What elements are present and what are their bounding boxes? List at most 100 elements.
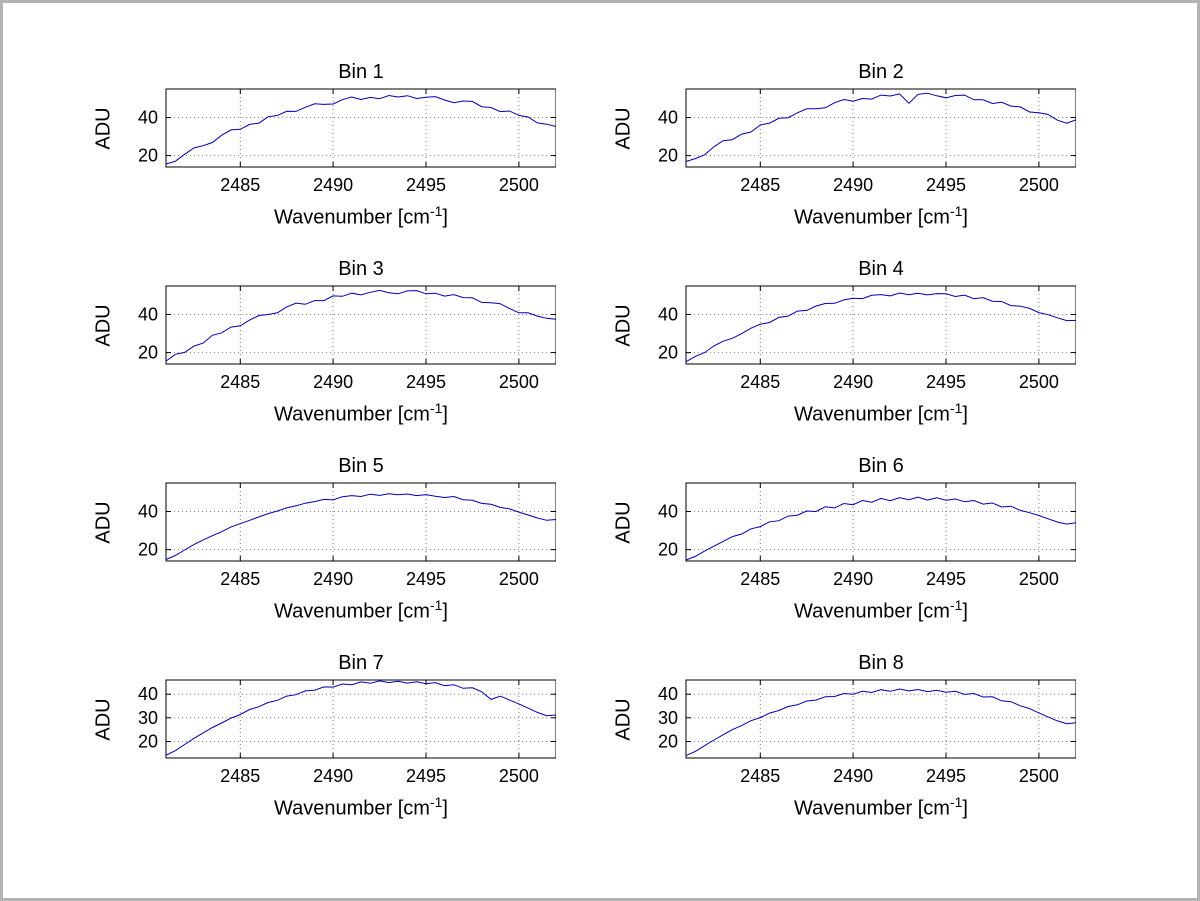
x-axis-label-superscript: -1: [429, 203, 443, 219]
x-axis-label-close: ]: [962, 797, 968, 820]
x-axis-label-text: Wavenumber [cm: [794, 600, 950, 623]
x-axis-label-close: ]: [442, 206, 448, 229]
svg-text:2490: 2490: [833, 569, 873, 589]
plot-title: Bin 8: [858, 652, 904, 674]
svg-text:40: 40: [658, 108, 678, 128]
x-axis-label-text: Wavenumber [cm: [794, 206, 950, 229]
svg-text:2500: 2500: [1019, 569, 1059, 589]
svg-text:2500: 2500: [499, 372, 539, 392]
x-axis-label: Wavenumber [cm-1]: [686, 203, 1076, 229]
x-axis-label-text: Wavenumber [cm: [794, 797, 950, 820]
x-axis-label-close: ]: [442, 797, 448, 820]
plot-area-bin-2: 20 40 2485 2490 2495 2500: [658, 88, 1076, 195]
subplot-bin-7: Bin 7 ADU 20 30 40 2485 2490 2495 2500 Wavenum…: [36, 652, 556, 849]
x-axis-label-close: ]: [962, 600, 968, 623]
svg-text:20: 20: [658, 146, 678, 166]
subplot-bin-3: Bin 3 ADU 20 40 2485 2490 2495 2500 Wavenumbe…: [36, 258, 556, 455]
plot-title: Bin 7: [338, 652, 384, 674]
x-axis-label-text: Wavenumber [cm: [794, 403, 950, 426]
plot-area-bin-3: 20 40 2485 2490 2495 2500: [138, 285, 556, 392]
svg-text:2485: 2485: [220, 569, 260, 589]
svg-text:2485: 2485: [740, 175, 780, 195]
subplot-bin-5: Bin 5 ADU 20 40 2485 2490 2495 2500 Wavenumbe…: [36, 455, 556, 652]
x-axis-label: Wavenumber [cm-1]: [166, 597, 556, 623]
svg-text:2495: 2495: [926, 766, 966, 786]
svg-text:40: 40: [138, 502, 158, 522]
x-axis-label: Wavenumber [cm-1]: [166, 400, 556, 426]
svg-text:2495: 2495: [926, 175, 966, 195]
x-axis-label-superscript: -1: [949, 794, 963, 810]
svg-text:2490: 2490: [313, 175, 353, 195]
svg-text:30: 30: [138, 708, 158, 728]
svg-text:2490: 2490: [833, 766, 873, 786]
plot-area-bin-4: 20 40 2485 2490 2495 2500: [658, 285, 1076, 392]
plot-title: Bin 3: [338, 258, 384, 280]
svg-text:20: 20: [138, 540, 158, 560]
svg-text:20: 20: [658, 343, 678, 363]
x-axis-label-text: Wavenumber [cm: [274, 600, 430, 623]
x-axis-label-superscript: -1: [949, 203, 963, 219]
svg-text:2490: 2490: [833, 175, 873, 195]
plot-area-bin-7: 20 30 40 2485 2490 2495 2500: [138, 679, 556, 786]
svg-text:2500: 2500: [1019, 372, 1059, 392]
x-axis-label-superscript: -1: [429, 400, 443, 416]
svg-text:2495: 2495: [406, 569, 446, 589]
svg-text:2485: 2485: [740, 372, 780, 392]
svg-text:2490: 2490: [313, 766, 353, 786]
svg-text:2485: 2485: [220, 372, 260, 392]
x-axis-label-text: Wavenumber [cm: [274, 206, 430, 229]
x-axis-label-superscript: -1: [949, 400, 963, 416]
x-axis-label-superscript: -1: [429, 597, 443, 613]
svg-text:2485: 2485: [220, 766, 260, 786]
plot-title: Bin 4: [858, 258, 904, 280]
plot-title: Bin 2: [858, 61, 904, 83]
x-axis-label-close: ]: [962, 403, 968, 426]
svg-text:2485: 2485: [220, 175, 260, 195]
svg-text:2495: 2495: [406, 372, 446, 392]
subplot-bin-1: Bin 1 ADU 20 40 2485 2490 2495 2500 Wavenumbe…: [36, 61, 556, 258]
subplot-bin-6: Bin 6 ADU 20 40 2485 2490 2495 2500 Wavenumbe…: [556, 455, 1076, 652]
svg-text:2495: 2495: [926, 372, 966, 392]
x-axis-label: Wavenumber [cm-1]: [686, 597, 1076, 623]
x-axis-label-superscript: -1: [949, 597, 963, 613]
svg-text:2495: 2495: [926, 569, 966, 589]
x-axis-label-text: Wavenumber [cm: [274, 797, 430, 820]
svg-text:2500: 2500: [499, 569, 539, 589]
subplot-bin-8: Bin 8 ADU 20 30 40 2485 2490 2495 2500 Wavenum…: [556, 652, 1076, 849]
plot-title: Bin 5: [338, 455, 384, 477]
svg-text:2500: 2500: [1019, 175, 1059, 195]
x-axis-label-text: Wavenumber [cm: [274, 403, 430, 426]
svg-text:20: 20: [138, 732, 158, 752]
x-axis-label-superscript: -1: [429, 794, 443, 810]
subplot-bin-4: Bin 4 ADU 20 40 2485 2490 2495 2500 Wavenumbe…: [556, 258, 1076, 455]
svg-text:2485: 2485: [740, 766, 780, 786]
svg-text:2490: 2490: [313, 569, 353, 589]
svg-text:2500: 2500: [499, 766, 539, 786]
svg-text:30: 30: [658, 708, 678, 728]
svg-text:40: 40: [658, 305, 678, 325]
svg-text:2495: 2495: [406, 175, 446, 195]
x-axis-label-close: ]: [962, 206, 968, 229]
plot-area-bin-8: 20 30 40 2485 2490 2495 2500: [658, 679, 1076, 786]
svg-text:2490: 2490: [833, 372, 873, 392]
x-axis-label-close: ]: [442, 600, 448, 623]
x-axis-label: Wavenumber [cm-1]: [686, 794, 1076, 820]
svg-text:20: 20: [138, 343, 158, 363]
svg-text:40: 40: [138, 305, 158, 325]
svg-text:40: 40: [138, 108, 158, 128]
svg-text:2490: 2490: [313, 372, 353, 392]
svg-text:2485: 2485: [740, 569, 780, 589]
svg-text:40: 40: [658, 502, 678, 522]
x-axis-label-close: ]: [442, 403, 448, 426]
x-axis-label: Wavenumber [cm-1]: [166, 794, 556, 820]
svg-text:20: 20: [658, 540, 678, 560]
svg-text:20: 20: [658, 732, 678, 752]
plot-title: Bin 6: [858, 455, 904, 477]
svg-text:40: 40: [658, 684, 678, 704]
svg-text:2500: 2500: [1019, 766, 1059, 786]
subplot-bin-2: Bin 2 ADU 20 40 2485 2490 2495 2500 Wavenumbe…: [556, 61, 1076, 258]
plot-title: Bin 1: [338, 61, 384, 83]
plot-area-bin-1: 20 40 2485 2490 2495 2500: [138, 88, 556, 195]
svg-text:2495: 2495: [406, 766, 446, 786]
x-axis-label: Wavenumber [cm-1]: [686, 400, 1076, 426]
